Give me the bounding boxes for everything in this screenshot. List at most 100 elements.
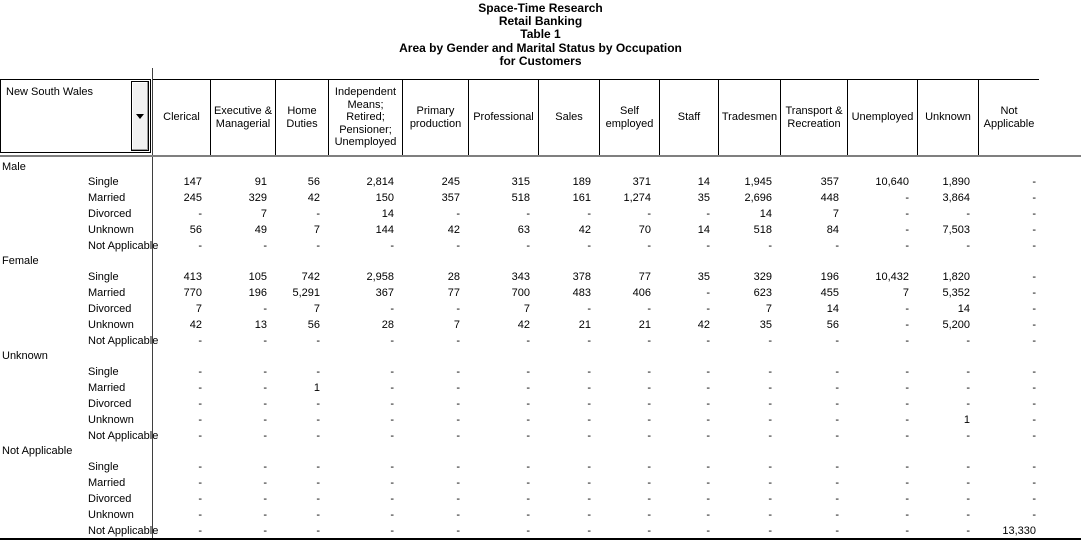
- table-cell: 91: [254, 176, 267, 189]
- table-cell: -: [390, 524, 394, 537]
- table-cell: 13: [254, 318, 267, 331]
- table-cell: 105: [248, 271, 267, 284]
- row-label: Single: [88, 271, 119, 284]
- table-cell: -: [263, 524, 267, 537]
- table-cell: 56: [307, 318, 320, 331]
- row-label: Unknown: [88, 413, 134, 426]
- table-cell: -: [768, 239, 772, 252]
- table-row: Married 770 196 5,291 367 77 700 483 406 - 623 455 7…: [0, 286, 1081, 302]
- table-cell: 70: [638, 223, 651, 236]
- table-cell: -: [706, 382, 710, 395]
- table-cell: 14: [381, 207, 394, 220]
- table-cell: 367: [375, 287, 394, 300]
- table-cell: -: [835, 334, 839, 347]
- table-cell: -: [1032, 223, 1036, 236]
- table-cell: -: [456, 492, 460, 505]
- table-cell: -: [768, 397, 772, 410]
- column-header: Professional: [468, 79, 538, 155]
- table-cell: -: [966, 477, 970, 490]
- table-cell: -: [456, 413, 460, 426]
- column-header: Staff: [659, 79, 718, 155]
- table-cell: 7: [195, 302, 202, 315]
- table-cell: -: [706, 492, 710, 505]
- table-cell: 56: [189, 223, 202, 236]
- table-cell: -: [198, 397, 202, 410]
- table-cell: -: [316, 207, 320, 220]
- column-header: Home Duties: [275, 79, 328, 155]
- table-cell: 1,890: [942, 176, 970, 189]
- table-cell: -: [905, 318, 909, 331]
- table-cell: 371: [632, 176, 651, 189]
- table-row: Divorced - 7 - 14 - - - - - 14 7 - - -: [0, 207, 1081, 223]
- table-cell: -: [587, 524, 591, 537]
- table-cell: -: [526, 207, 530, 220]
- table-cell: -: [263, 477, 267, 490]
- table-cell: -: [316, 524, 320, 537]
- table-cell: 623: [753, 287, 772, 300]
- table-cell: -: [316, 429, 320, 442]
- table-cell: 14: [826, 302, 839, 315]
- row-group-label: Male: [2, 160, 26, 173]
- table-cell: -: [647, 477, 651, 490]
- table-cell: 518: [753, 223, 772, 236]
- table-cell: -: [316, 413, 320, 426]
- table-cell: -: [905, 302, 909, 315]
- table-cell: 770: [183, 287, 202, 300]
- table-cell: -: [966, 239, 970, 252]
- row-label: Divorced: [88, 492, 132, 505]
- table-cell: -: [768, 334, 772, 347]
- header-divider-line: [0, 155, 1081, 157]
- table-cell: 5,200: [942, 318, 970, 331]
- row-label: Married: [88, 382, 126, 395]
- table-cell: -: [706, 239, 710, 252]
- table-cell: 147: [183, 176, 202, 189]
- table-cell: -: [198, 334, 202, 347]
- table-cell: -: [1032, 429, 1036, 442]
- table-cell: -: [198, 461, 202, 474]
- table-cell: 28: [381, 318, 394, 331]
- table-cell: 343: [511, 271, 530, 284]
- table-cell: -: [198, 492, 202, 505]
- table-cell: -: [905, 461, 909, 474]
- table-cell: 56: [826, 318, 839, 331]
- table-cell: 7: [313, 302, 320, 315]
- column-header: Primary production: [402, 79, 468, 155]
- row-label: Single: [88, 176, 119, 189]
- table-cell: -: [263, 508, 267, 521]
- table-cell: 1,274: [623, 192, 651, 205]
- table-cell: -: [316, 239, 320, 252]
- table-cell: -: [198, 413, 202, 426]
- table-cell: -: [647, 239, 651, 252]
- title-table-description: Area by Gender and Marital Status by Occ…: [399, 40, 682, 55]
- table-cell: 3,864: [942, 192, 970, 205]
- row-label: Not Applicable: [88, 334, 159, 347]
- area-dropdown-button[interactable]: [131, 81, 149, 151]
- table-cell: -: [966, 461, 970, 474]
- table-cell: -: [768, 366, 772, 379]
- table-cell: -: [647, 397, 651, 410]
- table-cell: 329: [753, 271, 772, 284]
- table-cell: -: [526, 239, 530, 252]
- table-cell: -: [587, 429, 591, 442]
- table-cell: -: [905, 524, 909, 537]
- table-cell: 14: [759, 207, 772, 220]
- row-group-label: Not Applicable: [2, 445, 73, 458]
- table-cell: 742: [301, 271, 320, 284]
- table-cell: -: [263, 397, 267, 410]
- table-cell: 42: [307, 192, 320, 205]
- table-row: Not Applicable - - - - - - - - - - - - - -: [0, 239, 1081, 255]
- row-label: Not Applicable: [88, 239, 159, 252]
- table-cell: 406: [632, 287, 651, 300]
- table-cell: -: [198, 477, 202, 490]
- table-cell: 1: [963, 413, 970, 426]
- table-cell: -: [456, 334, 460, 347]
- row-label: Not Applicable: [88, 524, 159, 537]
- table-cell: 7,503: [942, 223, 970, 236]
- table-cell: -: [905, 477, 909, 490]
- table-cell: -: [587, 477, 591, 490]
- table-row: Not Applicable - - - - - - - - - - - - - -: [0, 334, 1081, 350]
- table-cell: -: [905, 334, 909, 347]
- table-cell: -: [587, 413, 591, 426]
- table-cell: -: [390, 302, 394, 315]
